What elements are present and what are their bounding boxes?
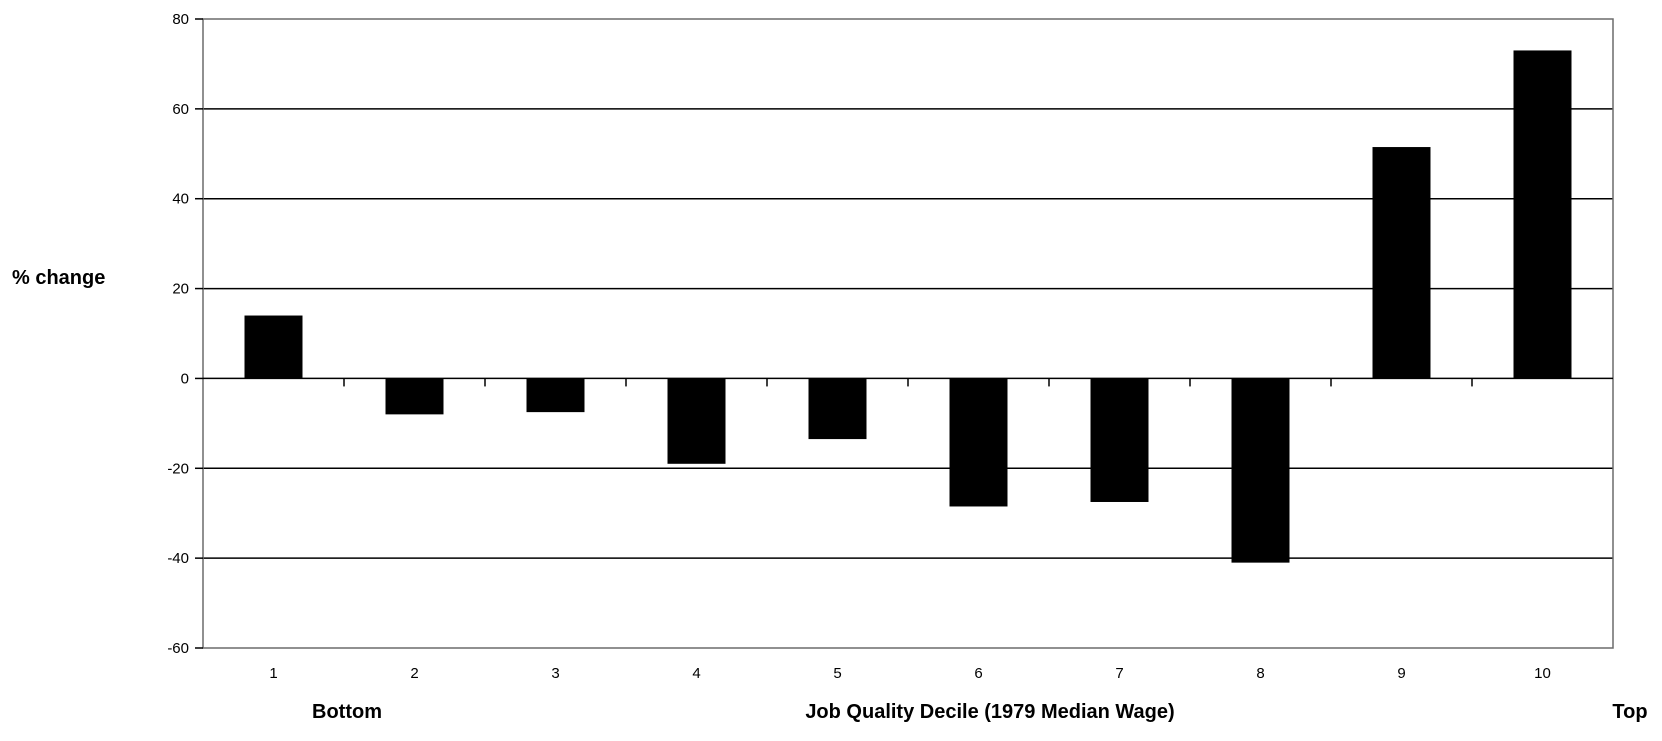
x-axis-end-label-top: Top: [1612, 701, 1647, 723]
x-tick-label: 4: [692, 665, 700, 682]
x-tick-label: 1: [269, 665, 277, 682]
y-tick-label: -40: [167, 550, 189, 567]
bar: [809, 378, 867, 439]
bar: [1514, 50, 1572, 378]
x-tick-label: 3: [551, 665, 559, 682]
bar: [386, 378, 444, 414]
y-tick-label: 80: [172, 11, 189, 28]
x-tick-label: 5: [833, 665, 841, 682]
bar: [1232, 378, 1290, 562]
bars: [245, 50, 1572, 562]
y-tick-label: 20: [172, 281, 189, 298]
x-axis-end-label-bottom: Bottom: [312, 701, 382, 723]
x-tick-label: 7: [1115, 665, 1123, 682]
y-tick-label: 60: [172, 101, 189, 118]
x-tick-label: 8: [1256, 665, 1264, 682]
y-tick-label: -60: [167, 640, 189, 657]
x-tick-label: 6: [974, 665, 982, 682]
y-axis-title: % change: [12, 267, 105, 289]
x-tick-label: 9: [1397, 665, 1405, 682]
x-tick-label: 10: [1534, 665, 1551, 682]
y-tick-label: 40: [172, 191, 189, 208]
bar: [1091, 378, 1149, 502]
x-axis-title: Job Quality Decile (1979 Median Wage): [805, 701, 1174, 723]
bar: [1373, 147, 1431, 378]
bar: [527, 378, 585, 412]
y-tick-label: -20: [167, 460, 189, 477]
bar: [245, 316, 303, 379]
x-tick-label: 2: [410, 665, 418, 682]
bar: [668, 378, 726, 463]
y-tick-label: 0: [181, 370, 189, 387]
bar: [950, 378, 1008, 506]
